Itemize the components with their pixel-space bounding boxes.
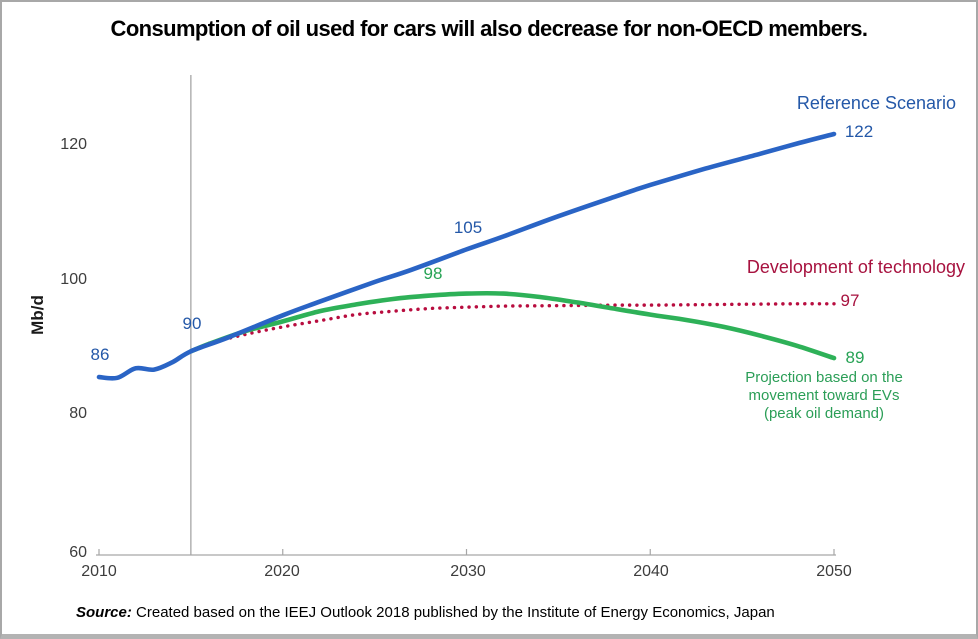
y-axis-title: Mb/d <box>28 295 47 335</box>
value-label-ref-2015: 90 <box>182 314 202 333</box>
value-label-ref-2010: 86 <box>90 345 110 364</box>
reference-scenario-line <box>96 131 837 381</box>
value-label-ref-2050: 122 <box>844 122 874 141</box>
source-text: Created based on the IEEJ Outlook 2018 p… <box>131 604 775 621</box>
y-tick-80: 80 <box>69 405 87 422</box>
value-label-ev-peak: 98 <box>423 264 443 283</box>
value-label-ev-2050: 89 <box>845 348 865 367</box>
x-tick-2010: 2010 <box>81 563 117 580</box>
page-title: Consumption of oil used for cars will al… <box>110 16 869 41</box>
source-note: Source: Created based on the IEEJ Outloo… <box>76 604 775 621</box>
technology-dotted-line <box>207 302 836 345</box>
series-label-ev-projection: Projection based on the movement toward … <box>708 369 940 423</box>
ev-projection-note-line-1: Projection based on the <box>745 369 903 386</box>
x-tick-2050: 2050 <box>816 563 852 580</box>
source-label: Source: <box>76 604 132 621</box>
x-tick-2040: 2040 <box>633 563 669 580</box>
y-tick-100: 100 <box>60 271 87 288</box>
x-tick-2030: 2030 <box>450 563 486 580</box>
value-label-ref-2030: 105 <box>453 218 483 237</box>
series-label-reference-scenario: Reference Scenario <box>796 93 956 113</box>
y-tick-60: 60 <box>69 544 87 561</box>
series-label-development-of-technology: Development of technology <box>746 257 965 277</box>
ev-projection-line <box>188 290 837 361</box>
y-tick-120: 120 <box>60 136 87 153</box>
ev-projection-note-line-3: (peak oil demand) <box>763 405 885 422</box>
x-tick-2020: 2020 <box>264 563 300 580</box>
ev-projection-note-line-2: movement toward EVs <box>748 387 900 404</box>
value-label-tech-2050: 97 <box>840 291 860 310</box>
